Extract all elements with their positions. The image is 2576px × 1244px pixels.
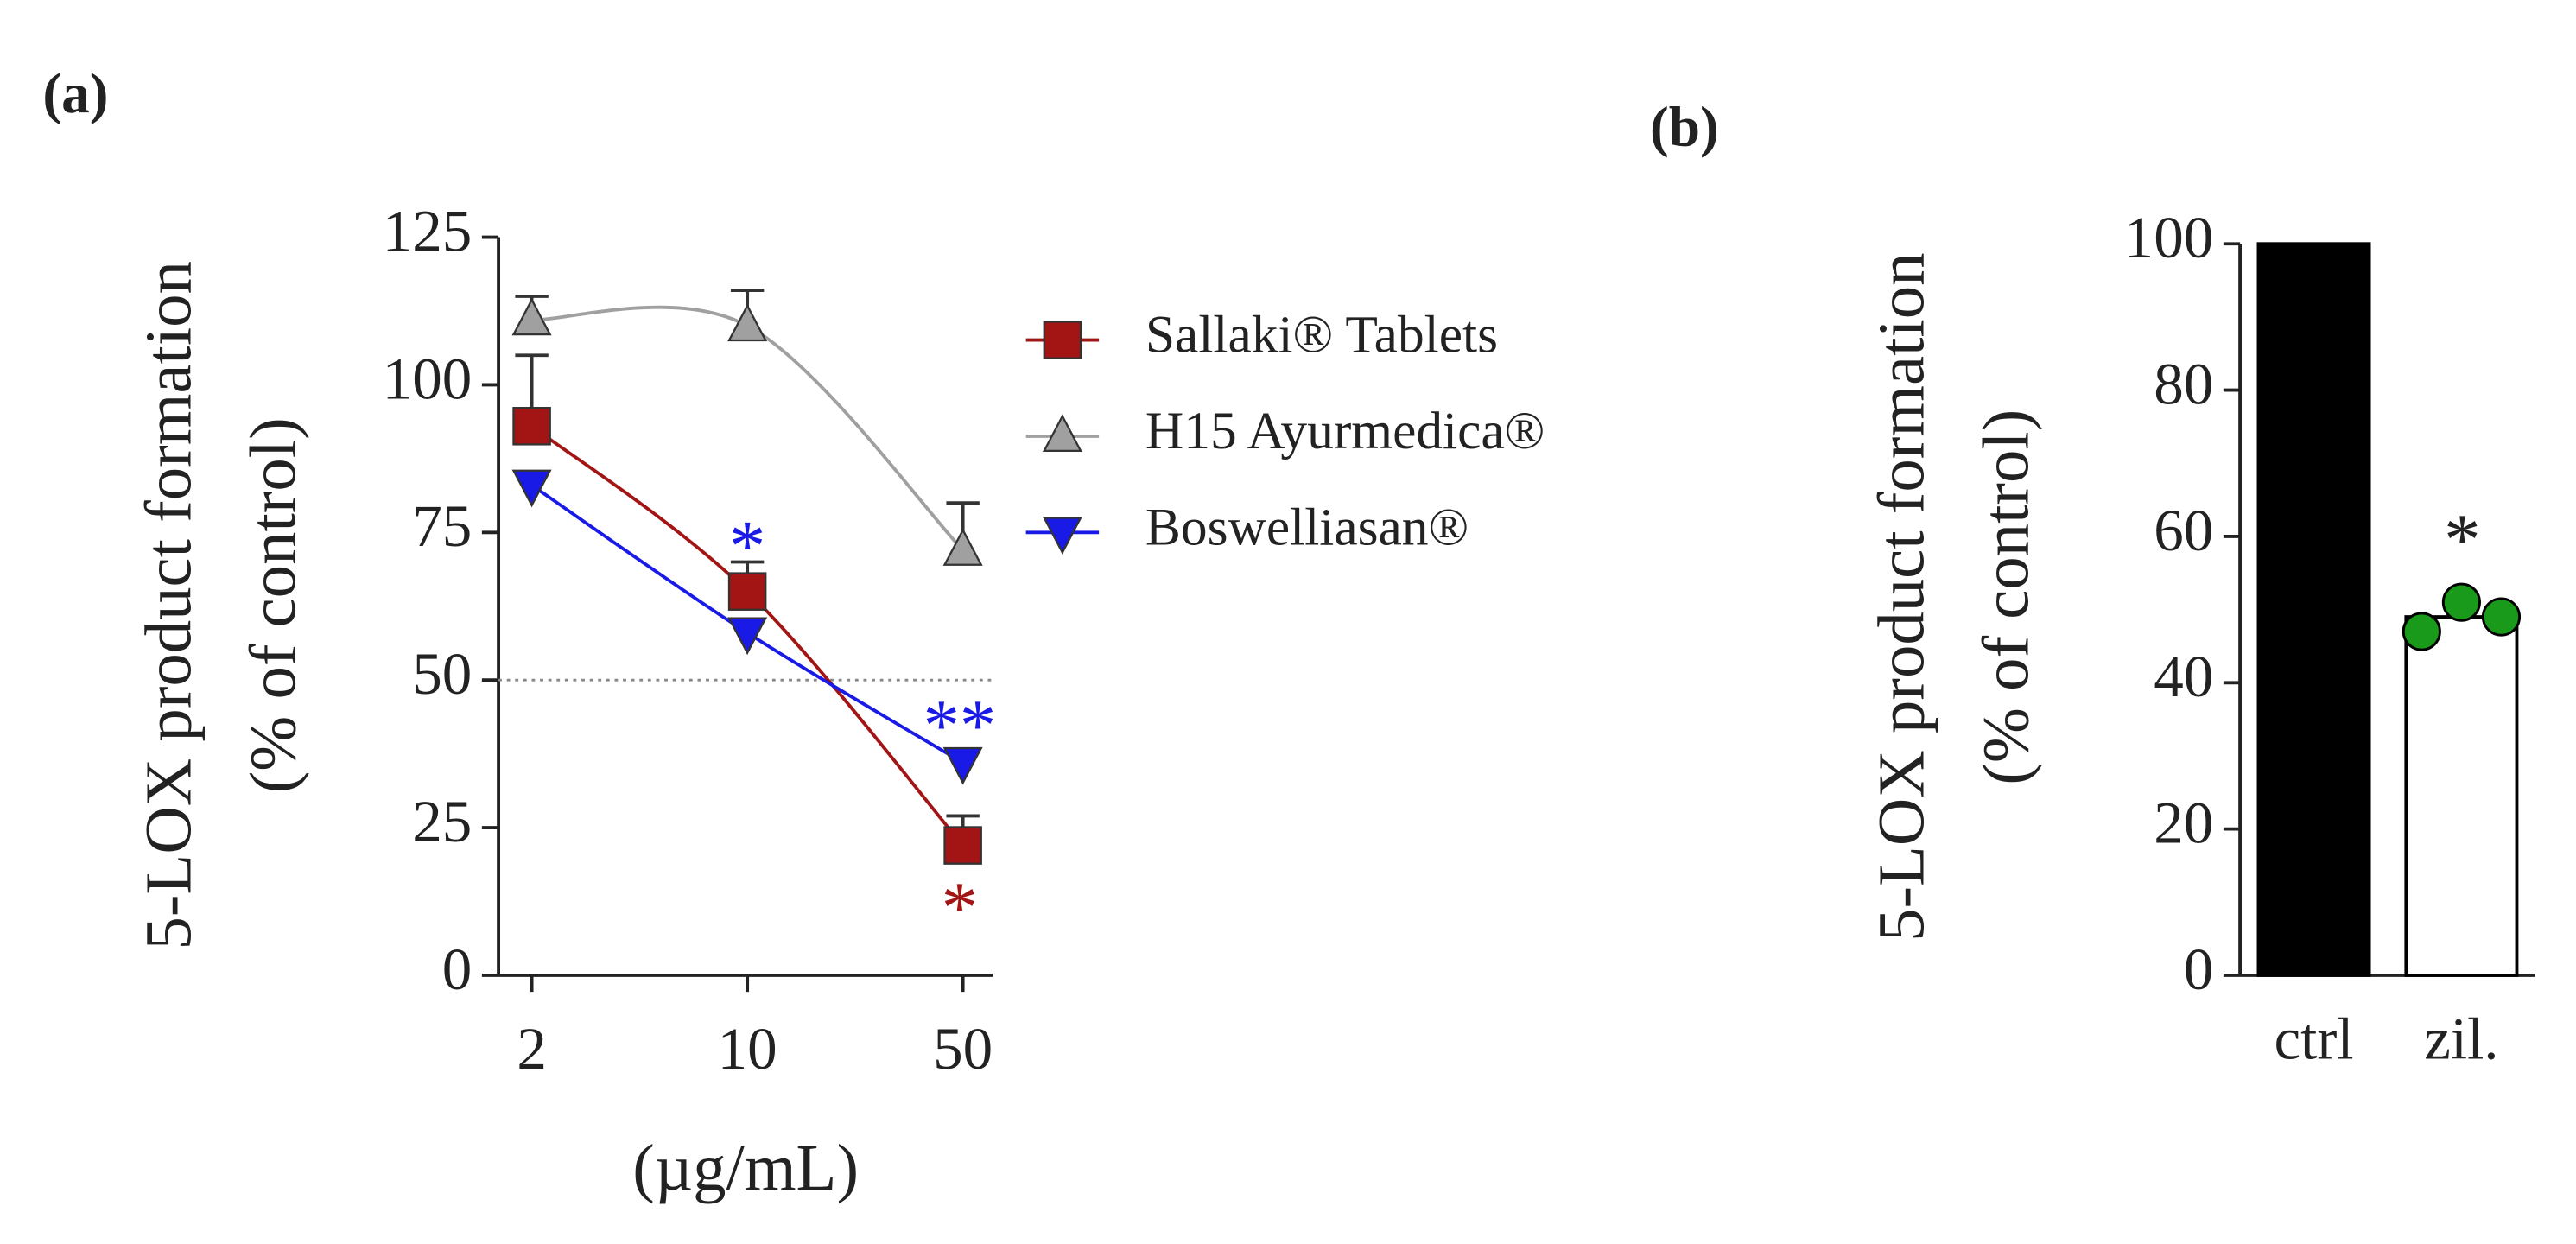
marker [511, 297, 552, 336]
bar [2404, 615, 2519, 977]
data-point [2402, 612, 2441, 651]
panel-label: (b) [1650, 97, 1719, 159]
y-tick-label: 75 [412, 492, 472, 559]
y-axis-label: (% of control) [1970, 409, 2043, 785]
x-tick-label: zil. [2424, 1005, 2498, 1071]
marker [1042, 517, 1082, 555]
y-tick-label: 100 [383, 345, 473, 411]
x-axis-label: (µg/mL) [632, 1131, 859, 1204]
legend-label: Sallaki® Tablets [1145, 306, 1498, 365]
x-tick-label: ctrl [2274, 1005, 2353, 1071]
y-tick-label: 125 [383, 197, 473, 263]
data-point [2441, 582, 2481, 622]
annotation: * [2444, 500, 2480, 581]
annotation: * [729, 507, 765, 587]
marker [1043, 321, 1082, 359]
marker [943, 826, 982, 865]
marker [512, 407, 551, 446]
y-axis-label: 5-LOX product formation [131, 261, 205, 949]
annotation: ** [923, 686, 996, 766]
legend-label: H15 Ayurmedica® [1145, 402, 1545, 460]
x-tick-label: 2 [517, 1015, 547, 1082]
marker [727, 572, 767, 611]
y-tick-label: 50 [412, 640, 472, 707]
marker [511, 469, 552, 508]
y-tick-label: 0 [442, 936, 473, 1002]
bar [2256, 242, 2371, 977]
marker [727, 617, 768, 656]
y-axis-label: (% of control) [236, 417, 309, 793]
y-tick-label: 80 [2154, 350, 2213, 416]
marker [727, 303, 768, 342]
x-tick-label: 50 [933, 1015, 993, 1082]
y-tick-label: 25 [412, 788, 472, 854]
y-tick-label: 0 [2184, 936, 2214, 1002]
y-tick-label: 40 [2154, 643, 2213, 709]
y-tick-label: 60 [2154, 497, 2213, 563]
marker [942, 528, 983, 566]
y-tick-label: 20 [2154, 789, 2213, 855]
data-point [2481, 597, 2522, 637]
legend-label: Boswelliasan® [1145, 498, 1469, 556]
panel-label: (a) [42, 63, 108, 125]
y-axis-label: 5-LOX product formation [1865, 252, 1938, 941]
x-tick-label: 10 [718, 1015, 777, 1082]
annotation: * [942, 868, 978, 949]
marker [942, 746, 983, 785]
y-tick-label: 100 [2124, 204, 2214, 270]
marker [1042, 414, 1082, 453]
